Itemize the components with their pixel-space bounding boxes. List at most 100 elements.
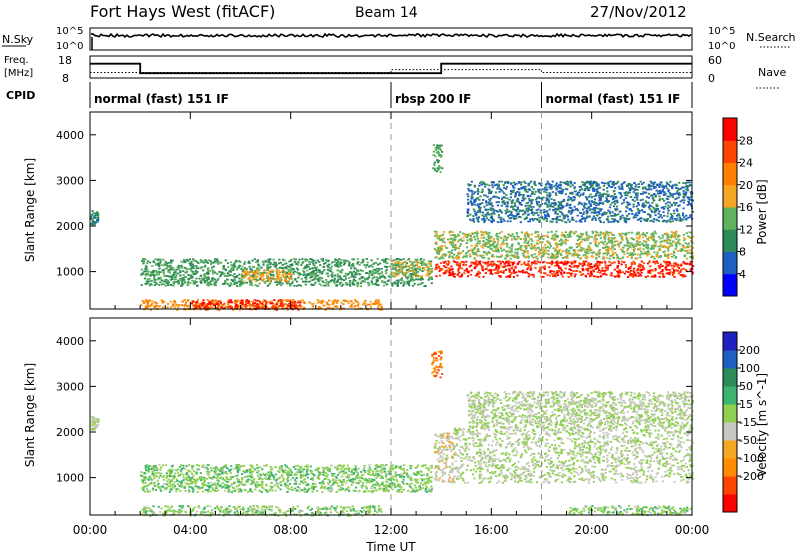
range-gate-cell [668,245,671,247]
range-gate-cell [155,283,158,286]
range-gate-cell [659,214,662,216]
range-gate-cell [220,306,223,309]
range-gate-cell [224,280,227,282]
range-gate-cell [465,269,469,271]
range-gate-cell [278,267,281,269]
range-gate-cell [481,182,485,185]
range-gate-cell [189,275,192,277]
range-gate-cell [500,216,503,219]
range-gate-cell [311,303,314,305]
range-gate-cell [662,185,665,188]
range-gate-cell [608,212,612,215]
range-gate-cell [245,299,248,301]
range-gate-cell [638,244,641,247]
range-gate-cell [376,276,379,279]
range-gate-cell [666,263,669,265]
range-gate-cell [148,284,151,287]
range-gate-cell [262,263,265,266]
range-gate-cell [473,263,476,265]
range-gate-cell [225,306,228,308]
range-gate-cell [449,274,452,276]
range-gate-cell [202,269,205,272]
range-gate-cell [690,198,693,201]
range-gate-cell [184,303,187,306]
range-gate-cell [638,210,641,212]
range-gate-cell [177,268,180,271]
range-gate-cell [564,256,567,259]
range-gate-cell [688,198,692,201]
range-gate-cell [474,266,477,268]
range-gate-cell [489,213,492,216]
range-gate-cell [605,230,608,233]
range-gate-cell [544,272,547,275]
range-gate-cell [409,270,412,272]
range-gate-cell [685,218,688,221]
range-gate-cell [483,194,486,197]
range-gate-cell [586,189,590,191]
range-gate-cell [178,266,181,269]
range-gate-cell [530,263,533,265]
range-gate-cell [633,196,636,199]
range-gate-cell [491,273,494,275]
range-gate-cell [523,233,526,236]
range-gate-cell [667,272,670,274]
range-gate-cell [586,248,590,251]
range-gate-cell [177,272,180,275]
nsky-trace [90,32,692,39]
range-gate-cell [268,276,271,278]
range-gate-cell [429,268,432,271]
range-gate-cell [591,255,594,258]
range-gate-cell [571,231,574,234]
range-gate-cell [282,304,285,306]
range-gate-cell [485,200,488,203]
range-gate-cell [598,242,601,245]
range-gate-cell [520,231,523,234]
range-gate-cell [564,263,567,266]
range-gate-cell [458,266,461,269]
range-gate-cell [215,259,218,261]
range-gate-cell [558,215,562,218]
range-gate-cell [592,189,595,192]
range-gate-cell [269,273,272,275]
range-gate-cell [598,213,601,215]
range-gate-cell [173,269,176,271]
range-gate-cell [614,252,617,254]
range-gate-cell [590,181,593,183]
range-gate-cell [451,255,454,258]
range-gate-cell [664,219,667,222]
range-gate-cell [313,266,316,269]
range-gate-cell [472,253,475,255]
range-gate-cell [627,268,630,270]
range-gate-cell [583,189,586,192]
range-gate-cell [276,275,279,278]
range-gate-cell [650,255,653,258]
range-gate-cell [278,299,281,302]
range-gate-cell [555,270,558,273]
range-gate-cell [404,274,407,277]
range-gate-cell [523,241,526,244]
range-gate-cell [166,284,170,286]
range-gate-cell [142,271,145,274]
range-gate-cell [200,260,203,263]
range-gate-cell [170,284,173,286]
range-gate-cell [396,284,399,287]
range-gate-cell [579,232,583,235]
range-gate-cell [537,188,540,191]
range-gate-cell [311,284,315,286]
range-gate-cell [437,250,440,253]
range-gate-cell [206,281,209,283]
range-gate-cell [556,251,559,254]
range-gate-cell [254,277,257,280]
range-gate-cell [603,240,607,243]
range-gate-cell [300,305,303,308]
range-gate-cell [630,269,633,272]
range-gate-cell [549,245,552,247]
range-gate-cell [513,272,516,274]
range-gate-cell [289,268,292,271]
range-gate-cell [302,280,305,283]
range-gate-cell [681,274,684,276]
range-gate-cell [510,205,513,208]
range-gate-cell [520,183,523,186]
range-gate-cell [522,254,525,257]
range-gate-cell [440,262,443,265]
